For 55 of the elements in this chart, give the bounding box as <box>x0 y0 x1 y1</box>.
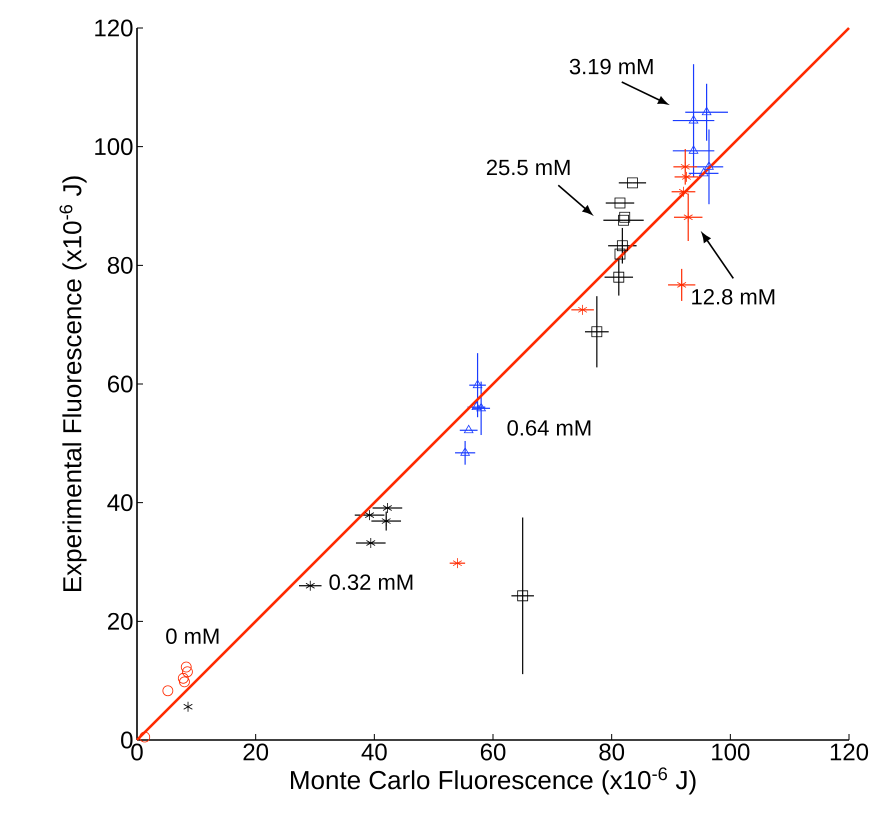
point <box>366 538 376 548</box>
y-tick-label: 60 <box>108 375 133 392</box>
point <box>180 662 192 672</box>
point <box>460 447 470 456</box>
point <box>619 212 630 223</box>
y-tick-label: 100 <box>95 138 133 156</box>
point <box>688 145 698 154</box>
point <box>517 590 528 602</box>
point <box>698 168 708 176</box>
point <box>614 248 626 260</box>
x-axis-title: Monte Carlo Fluorescence (x10$^{-6}$ J) <box>291 767 696 794</box>
y-tick-label: 120 <box>95 19 133 36</box>
annotation: 12.8 mM <box>692 288 774 305</box>
point <box>472 380 482 388</box>
point <box>139 732 150 742</box>
point <box>616 240 628 252</box>
y-tick-label: 20 <box>108 612 133 630</box>
annotation: 3.19 mM <box>570 58 653 74</box>
point <box>578 304 588 316</box>
point <box>381 516 391 526</box>
point <box>704 161 714 170</box>
point <box>680 161 690 172</box>
point <box>178 672 189 684</box>
point <box>591 326 602 338</box>
annotation: 25.5 mM <box>486 160 570 176</box>
point <box>183 701 193 712</box>
point <box>464 424 474 434</box>
point <box>162 685 174 696</box>
x-tick-label: 80 <box>599 744 624 761</box>
point <box>627 177 638 188</box>
y-tick-label: 40 <box>107 494 133 512</box>
x-tick-label: 40 <box>362 744 387 761</box>
y-axis-title: Experimental Fluorescence (x10$^{-6}$ J) <box>60 176 87 592</box>
point <box>678 186 688 198</box>
y-tick-label: 80 <box>108 256 133 274</box>
annotation: 0.64 mM <box>507 420 590 436</box>
x-tick-label: 60 <box>480 744 506 761</box>
point <box>613 272 624 283</box>
x-tick-label: 100 <box>712 744 750 761</box>
annotation: 0 mM <box>166 628 218 644</box>
x-tick-label: 20 <box>244 744 268 761</box>
point <box>676 280 686 290</box>
point <box>306 580 315 592</box>
annotation: 0.32 mM <box>329 574 412 590</box>
point <box>682 172 692 182</box>
x-tick-label: 120 <box>830 744 868 761</box>
point <box>452 558 462 569</box>
point <box>702 106 712 116</box>
point <box>618 214 629 226</box>
point <box>683 212 693 223</box>
point <box>688 115 698 124</box>
point <box>179 676 190 688</box>
point <box>182 666 193 678</box>
y-tick-label: 0 <box>121 731 133 748</box>
point <box>614 198 626 208</box>
